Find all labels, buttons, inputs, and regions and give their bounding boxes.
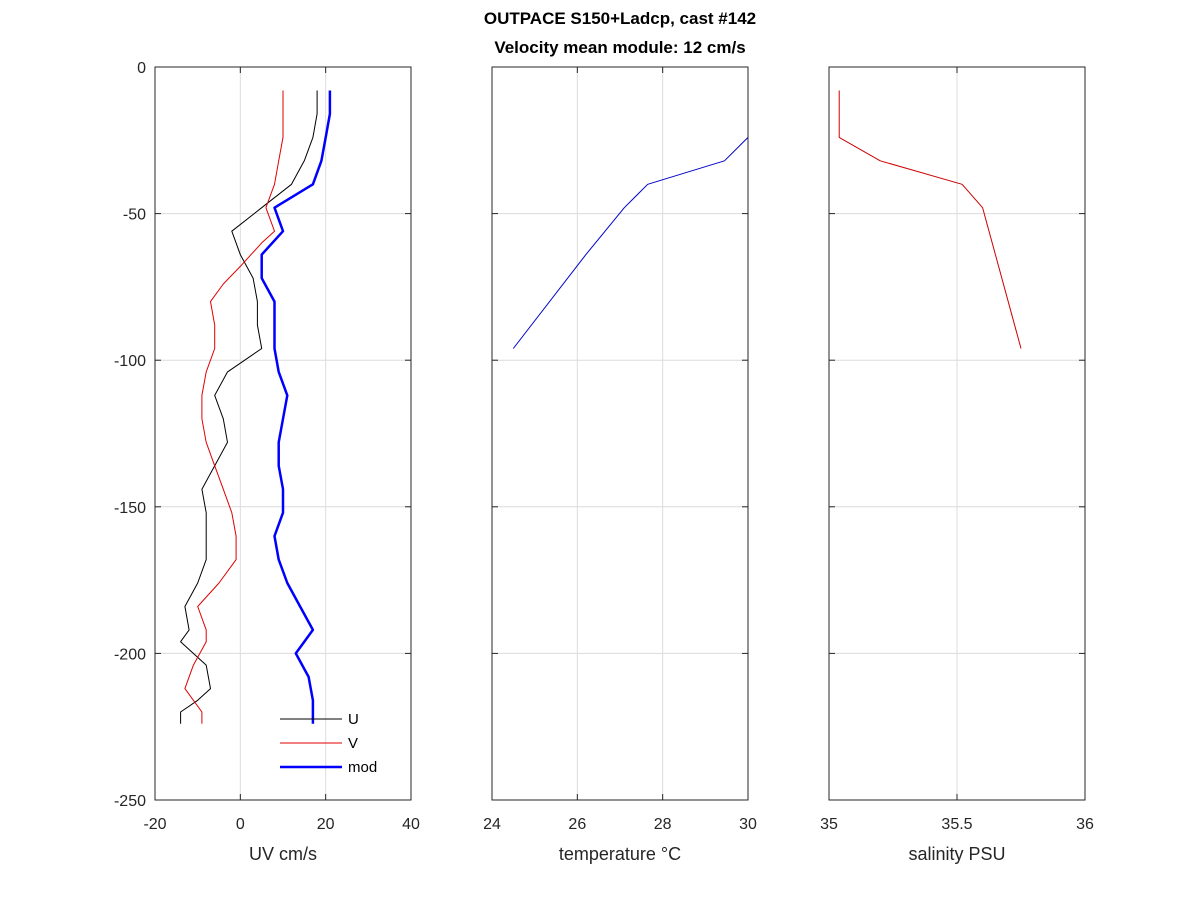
legend-label: V <box>348 735 358 752</box>
series-line-u <box>180 90 318 724</box>
x-tick-label: 35 <box>820 816 838 833</box>
y-tick-label: -100 <box>114 353 146 370</box>
panel-3: 35 35.5 36 salinity PSU <box>820 66 1094 864</box>
x-tick-label: 30 <box>739 816 757 833</box>
x-tick-label: 28 <box>654 816 672 833</box>
x-tick-label: 26 <box>568 816 586 833</box>
y-tick-label: -250 <box>114 793 146 810</box>
x-tick-label: -20 <box>143 816 166 833</box>
y-tick-label: -150 <box>114 500 146 517</box>
x-axis-label: UV cm/s <box>249 844 317 864</box>
y-tick-label: 0 <box>137 60 146 77</box>
x-axis-label: temperature °C <box>559 844 681 864</box>
legend-label: mod <box>348 759 377 776</box>
x-tick-label: 24 <box>483 816 501 833</box>
y-tick-label: -200 <box>114 646 146 663</box>
axes-frame <box>154 66 412 801</box>
chart-title: OUTPACE S150+Ladcp, cast #142 <box>484 9 756 28</box>
legend-label: U <box>348 711 359 728</box>
series-line-v <box>184 90 284 724</box>
y-tick-label: -50 <box>123 207 146 224</box>
series-line-mod <box>260 90 332 724</box>
x-tick-label: 20 <box>317 816 335 833</box>
chart-subtitle: Velocity mean module: 12 cm/s <box>494 38 745 57</box>
x-tick-label: 0 <box>236 816 245 833</box>
axes-frame <box>491 66 749 801</box>
x-tick-label: 36 <box>1076 816 1094 833</box>
x-axis-label: salinity PSU <box>908 844 1005 864</box>
panel-2: 24 26 28 30 temperature °C <box>483 66 757 864</box>
x-tick-label: 40 <box>402 816 420 833</box>
series-line-1 <box>838 90 1022 349</box>
series-line-1 <box>512 90 749 349</box>
x-tick-label: 35.5 <box>941 816 972 833</box>
